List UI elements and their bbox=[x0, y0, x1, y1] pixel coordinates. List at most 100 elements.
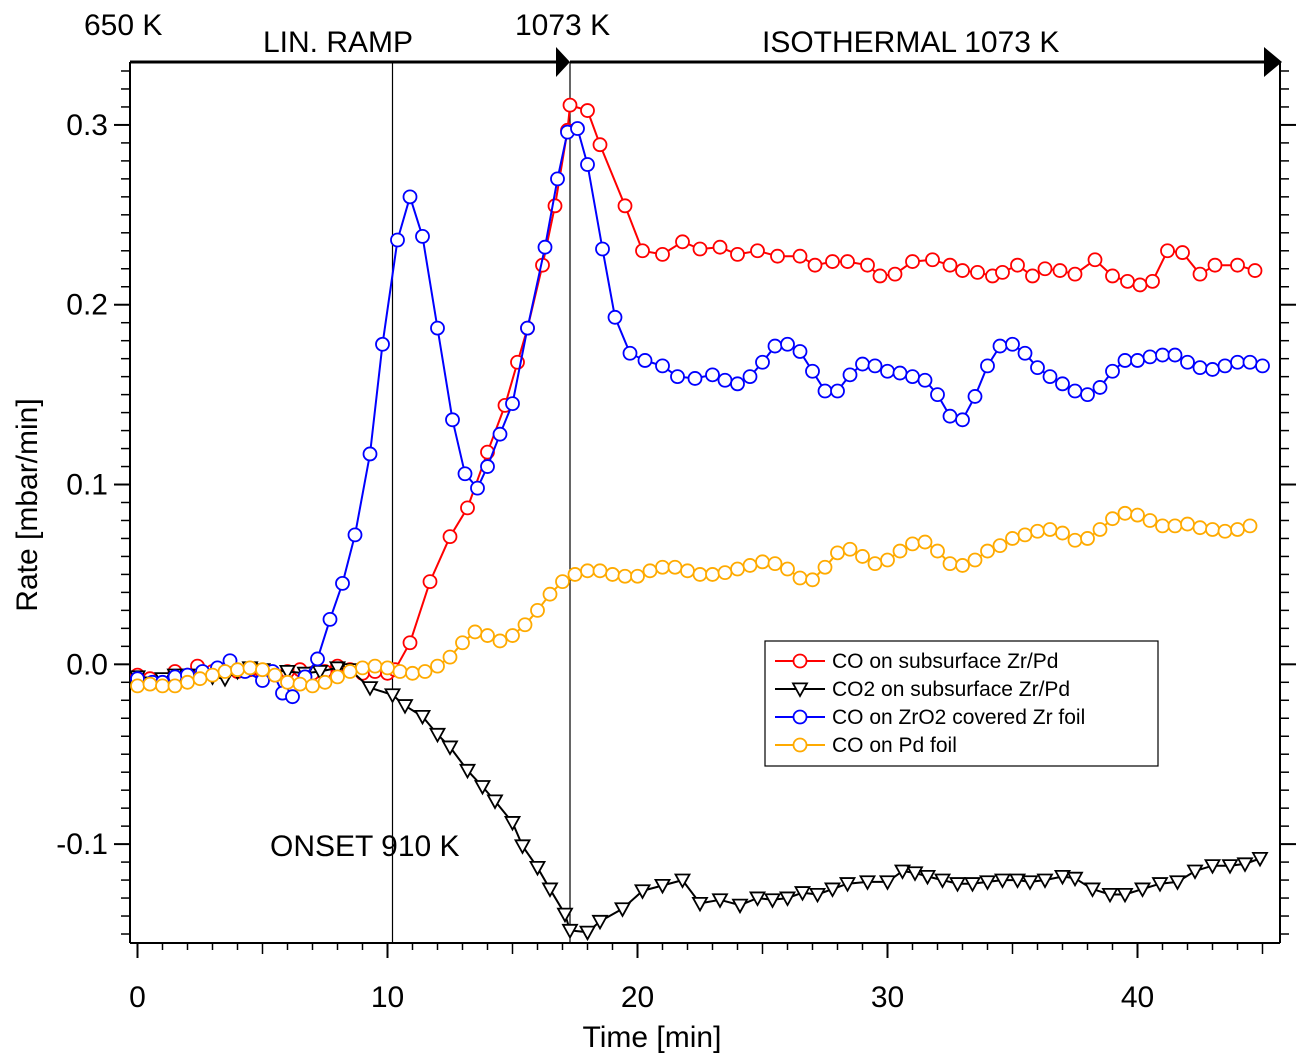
data-point bbox=[1042, 522, 1058, 537]
data-point bbox=[1017, 527, 1033, 543]
data-point bbox=[930, 543, 945, 559]
data-point bbox=[441, 740, 459, 756]
data-point bbox=[980, 358, 995, 374]
data-point bbox=[455, 635, 470, 651]
data-point bbox=[995, 264, 1010, 280]
legend: CO on subsurface Zr/Pd CO2 on subsurface … bbox=[764, 640, 1159, 767]
data-point bbox=[595, 241, 610, 257]
y-tick-label: 0.0 bbox=[66, 648, 108, 681]
x-tick-label: 0 bbox=[129, 981, 146, 1014]
annotation-lin-ramp: LIN. RAMP bbox=[263, 26, 413, 59]
data-point bbox=[655, 246, 670, 262]
data-point bbox=[1005, 531, 1020, 546]
data-point bbox=[1205, 522, 1220, 537]
data-point bbox=[680, 563, 695, 579]
data-point bbox=[580, 103, 595, 118]
isothermal-arrowhead bbox=[1264, 47, 1282, 77]
data-point bbox=[492, 426, 508, 442]
data-point bbox=[230, 662, 245, 678]
data-point bbox=[517, 617, 533, 633]
data-point bbox=[467, 624, 483, 640]
data-point bbox=[383, 688, 402, 704]
data-point bbox=[805, 363, 820, 379]
data-point bbox=[675, 234, 690, 250]
data-point bbox=[780, 561, 795, 577]
data-point bbox=[867, 358, 883, 374]
data-point bbox=[992, 538, 1008, 554]
data-point bbox=[503, 816, 522, 832]
data-point bbox=[470, 480, 485, 496]
data-point bbox=[778, 891, 797, 907]
series-co-on-pd-foil bbox=[130, 505, 1258, 694]
data-point bbox=[858, 875, 877, 891]
data-point bbox=[1066, 871, 1084, 888]
data-point bbox=[591, 914, 609, 931]
data-point bbox=[402, 189, 418, 205]
legend-label: CO on ZrO2 covered Zr foil bbox=[832, 706, 1085, 729]
data-point bbox=[942, 556, 958, 572]
data-point bbox=[742, 558, 758, 573]
data-point bbox=[793, 886, 812, 902]
data-point bbox=[580, 563, 595, 579]
data-point bbox=[1025, 268, 1040, 284]
data-point bbox=[505, 628, 520, 643]
data-point bbox=[630, 568, 645, 584]
data-point bbox=[742, 369, 758, 385]
data-point bbox=[480, 459, 495, 474]
data-point bbox=[967, 552, 983, 568]
data-point bbox=[705, 567, 720, 582]
data-point bbox=[328, 661, 347, 677]
x-tick-label: 40 bbox=[1121, 981, 1154, 1014]
data-point bbox=[635, 243, 650, 259]
data-point bbox=[342, 664, 358, 679]
data-point bbox=[842, 367, 858, 383]
data-point bbox=[1092, 522, 1108, 537]
data-point bbox=[917, 372, 933, 388]
data-point bbox=[918, 869, 937, 886]
data-point bbox=[867, 556, 883, 572]
data-point bbox=[880, 552, 895, 568]
data-point bbox=[430, 658, 445, 674]
data-point bbox=[963, 877, 982, 893]
data-point bbox=[1205, 362, 1220, 377]
data-point bbox=[1055, 525, 1070, 541]
data-point bbox=[305, 678, 320, 694]
data-point bbox=[855, 549, 870, 564]
data-point bbox=[1036, 873, 1054, 889]
data-point bbox=[1186, 864, 1204, 880]
data-point bbox=[808, 887, 827, 904]
data-point bbox=[1142, 513, 1158, 528]
data-point bbox=[748, 891, 767, 907]
data-point bbox=[893, 864, 912, 880]
data-point bbox=[1101, 887, 1119, 904]
data-point bbox=[770, 248, 785, 264]
data-point bbox=[830, 545, 845, 561]
data-point bbox=[838, 877, 857, 893]
data-point bbox=[607, 309, 623, 325]
data-point bbox=[905, 369, 920, 385]
data-point bbox=[142, 676, 158, 692]
data-point bbox=[592, 137, 608, 153]
data-point bbox=[550, 171, 565, 187]
data-point bbox=[687, 371, 703, 386]
data-point bbox=[1055, 376, 1070, 392]
legend-label: CO on Pd foil bbox=[832, 734, 957, 757]
data-point bbox=[528, 860, 547, 877]
data-point bbox=[692, 567, 708, 582]
data-point bbox=[547, 198, 563, 214]
data-point bbox=[622, 345, 638, 361]
data-point bbox=[717, 565, 733, 581]
data-point bbox=[1117, 353, 1133, 368]
y-tick-label: 0.1 bbox=[66, 469, 108, 502]
data-point bbox=[217, 664, 233, 679]
phase-divider-lines bbox=[391, 62, 571, 943]
data-point bbox=[840, 254, 855, 269]
data-point bbox=[492, 633, 508, 649]
data-point bbox=[390, 232, 405, 248]
data-point bbox=[942, 408, 958, 424]
data-point bbox=[1053, 869, 1072, 886]
data-point bbox=[1247, 263, 1263, 278]
data-point bbox=[417, 664, 433, 679]
data-point bbox=[933, 873, 952, 889]
data-point bbox=[292, 676, 308, 692]
